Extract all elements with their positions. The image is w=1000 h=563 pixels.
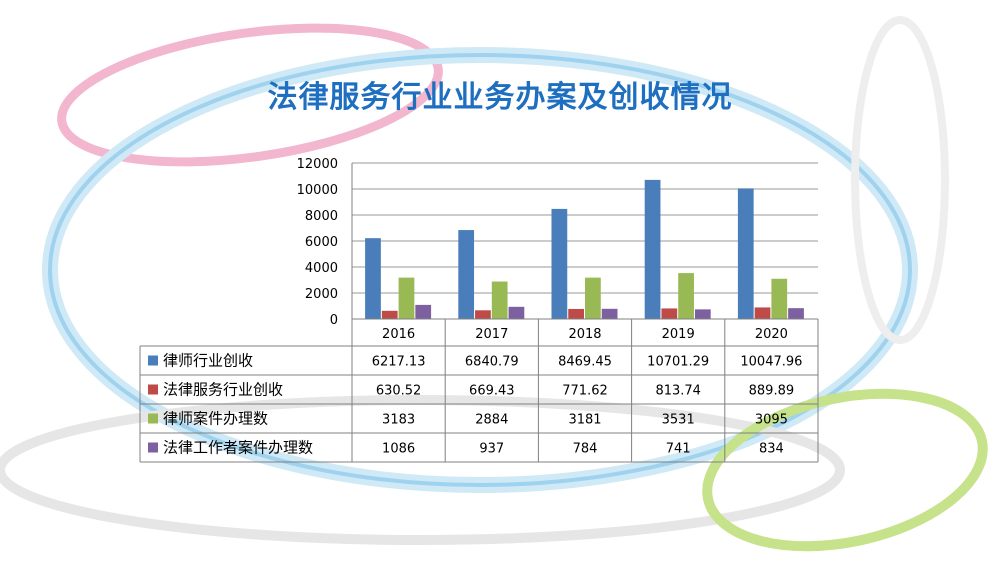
bar bbox=[551, 208, 568, 319]
bar bbox=[601, 308, 618, 319]
x-tick-label: 2016 bbox=[382, 327, 415, 342]
bar bbox=[771, 278, 788, 319]
y-tick-label: 0 bbox=[330, 313, 338, 328]
bar bbox=[381, 310, 398, 319]
bar bbox=[415, 304, 432, 319]
bar bbox=[661, 308, 678, 319]
bar bbox=[694, 309, 711, 319]
data-label: 6840.79 bbox=[465, 355, 519, 370]
data-label: 3181 bbox=[568, 413, 601, 428]
series-label: 法律工作者案件办理数 bbox=[163, 439, 313, 457]
series-label: 律师行业创收 bbox=[163, 352, 253, 370]
bar bbox=[491, 281, 508, 319]
data-label: 3095 bbox=[755, 413, 788, 428]
blue-swirl-inner bbox=[48, 53, 912, 487]
data-label: 3183 bbox=[382, 413, 415, 428]
y-tick-label: 12000 bbox=[297, 157, 338, 172]
data-label: 669.43 bbox=[469, 384, 515, 399]
series-label: 法律服务行业创收 bbox=[163, 381, 283, 399]
y-tick-label: 8000 bbox=[305, 209, 338, 224]
bar bbox=[788, 308, 804, 319]
data-label: 630.52 bbox=[376, 384, 422, 399]
data-label: 741 bbox=[666, 442, 691, 457]
series-label: 律师案件办理数 bbox=[163, 410, 268, 428]
data-label: 10701.29 bbox=[647, 355, 709, 370]
bar bbox=[458, 230, 475, 319]
data-label: 784 bbox=[573, 442, 598, 457]
bar bbox=[754, 307, 771, 319]
gray-swirl bbox=[0, 395, 845, 545]
legend-swatch bbox=[148, 413, 158, 424]
page-title: 法律服务行业业务办案及创收情况 bbox=[267, 80, 733, 115]
data-label: 1086 bbox=[382, 442, 415, 457]
x-tick-label: 2019 bbox=[662, 327, 695, 342]
y-tick-label: 6000 bbox=[305, 235, 338, 250]
green-swirl bbox=[702, 388, 988, 552]
axes: 0 2000 4000 6000 8000 10000 12000 bbox=[297, 157, 353, 328]
bar bbox=[585, 277, 601, 319]
data-label: 10047.96 bbox=[740, 355, 802, 370]
data-label: 8469.45 bbox=[558, 355, 612, 370]
bar bbox=[365, 238, 381, 319]
bar bbox=[737, 188, 754, 319]
y-tick-label: 2000 bbox=[305, 287, 338, 302]
x-tick-label: 2020 bbox=[755, 327, 788, 342]
data-label: 937 bbox=[479, 442, 504, 457]
legend-swatch bbox=[148, 355, 158, 366]
bars bbox=[365, 179, 804, 319]
bar bbox=[568, 308, 584, 319]
bar bbox=[398, 277, 415, 319]
data-label: 6217.13 bbox=[372, 355, 426, 370]
legend-swatch bbox=[148, 384, 158, 395]
y-tick-label: 4000 bbox=[305, 261, 338, 276]
bar bbox=[508, 306, 525, 319]
legend-swatch bbox=[148, 442, 158, 453]
bar bbox=[644, 179, 661, 319]
pink-swirl bbox=[57, 23, 443, 167]
data-label: 813.74 bbox=[655, 384, 701, 399]
y-tick-label: 10000 bbox=[297, 183, 338, 198]
data-label: 889.89 bbox=[749, 384, 795, 399]
lightgray-swirl bbox=[851, 16, 949, 344]
bar bbox=[475, 310, 491, 319]
x-tick-label: 2018 bbox=[568, 327, 601, 342]
data-table: 2016 2017 2018 2019 2020 律师行业创收 6217.13 6840.79… bbox=[139, 318, 819, 463]
x-tick-label: 2017 bbox=[475, 327, 508, 342]
bar bbox=[678, 273, 694, 319]
data-label: 771.62 bbox=[562, 384, 608, 399]
data-label: 3531 bbox=[662, 413, 695, 428]
data-label: 834 bbox=[759, 442, 784, 457]
data-label: 2884 bbox=[475, 413, 508, 428]
